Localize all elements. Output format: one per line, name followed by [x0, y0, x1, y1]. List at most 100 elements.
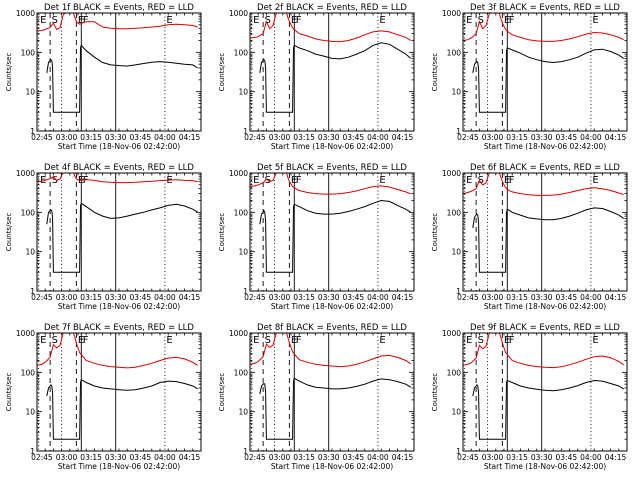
event-label-E: E	[40, 15, 46, 26]
x-tick-label: 04:15	[605, 293, 627, 302]
x-axis-label: Start Time (18-Nov-06 02:42:00)	[58, 302, 180, 311]
series-lld-line	[37, 173, 198, 184]
y-tick-label: 1000	[442, 169, 461, 178]
event-label-S: S	[478, 15, 484, 26]
event-label-F: F	[509, 175, 515, 186]
series-lld-line	[463, 333, 624, 369]
series-events-line	[259, 199, 411, 273]
panel-title: Det 8f BLACK = Events, RED = LLD	[257, 323, 407, 333]
x-tick-label: 04:00	[367, 293, 389, 302]
series-lld-line	[250, 173, 411, 195]
x-tick-label: 03:15	[80, 453, 102, 462]
y-tick-label: 1	[243, 447, 248, 456]
x-tick-label: 03:45	[343, 133, 365, 142]
x-tick-label: 03:45	[130, 293, 152, 302]
event-label-F: F	[83, 335, 89, 346]
x-tick-label: 02:45	[457, 133, 479, 142]
y-tick-label: 10	[451, 248, 461, 257]
y-axis-label: Counts/sec	[218, 373, 226, 412]
event-label-F: F	[509, 335, 515, 346]
x-tick-label: 04:00	[580, 453, 602, 462]
x-tick-label: 04:00	[367, 133, 389, 142]
event-label-E: E	[253, 335, 259, 346]
y-tick-label: 100	[234, 48, 249, 57]
y-tick-label: 1	[30, 287, 35, 296]
y-axis-label: Counts/sec	[431, 53, 439, 92]
x-axis-label: Start Time (18-Nov-06 02:42:00)	[58, 142, 180, 151]
x-tick-label: 03:30	[318, 453, 340, 462]
x-tick-label: 03:00	[482, 453, 504, 462]
x-tick-label: 04:15	[392, 293, 414, 302]
event-label-E: E	[592, 335, 598, 346]
x-tick-label: 04:15	[605, 133, 627, 142]
y-tick-label: 100	[447, 368, 462, 377]
event-label-F: F	[83, 15, 89, 26]
y-tick-label: 10	[25, 408, 35, 417]
panel-title: Det 6f BLACK = Events, RED = LLD	[470, 163, 620, 173]
series-lld-line	[37, 13, 198, 32]
y-tick-label: 1	[243, 127, 248, 136]
x-tick-label: 04:15	[179, 453, 201, 462]
x-tick-label: 03:30	[531, 293, 553, 302]
event-label-F: F	[296, 335, 302, 346]
series-events-line	[46, 202, 198, 273]
x-tick-label: 04:00	[580, 133, 602, 142]
event-label-S: S	[265, 335, 271, 346]
event-label-E: E	[466, 15, 472, 26]
x-tick-label: 04:15	[179, 293, 201, 302]
y-tick-label: 100	[21, 48, 36, 57]
x-tick-label: 03:15	[293, 453, 315, 462]
panel-9: Det 9f BLACK = Events, RED = LLDESEFE110…	[431, 323, 628, 471]
y-tick-label: 1000	[16, 329, 35, 338]
event-label-F: F	[83, 175, 89, 186]
y-axis-label: Counts/sec	[5, 213, 13, 252]
x-tick-label: 02:45	[244, 453, 266, 462]
series-lld-line	[37, 333, 198, 369]
event-label-E: E	[40, 335, 46, 346]
series-events-line	[472, 207, 624, 273]
event-label-E: E	[253, 175, 259, 186]
panel-2: Det 2f BLACK = Events, RED = LLDESEFE110…	[218, 3, 415, 151]
x-tick-label: 03:30	[531, 133, 553, 142]
x-axis-label: Start Time (18-Nov-06 02:42:00)	[271, 302, 393, 311]
x-tick-label: 03:30	[318, 293, 340, 302]
event-label-F: F	[296, 175, 302, 186]
x-tick-label: 03:45	[343, 293, 365, 302]
event-label-E: E	[253, 15, 259, 26]
x-tick-label: 03:00	[269, 133, 291, 142]
y-tick-label: 100	[21, 208, 36, 217]
x-tick-label: 02:45	[244, 133, 266, 142]
event-label-E: E	[379, 15, 385, 26]
x-tick-label: 03:00	[269, 293, 291, 302]
x-tick-label: 03:00	[56, 133, 78, 142]
x-tick-label: 04:00	[367, 453, 389, 462]
series-events-line	[46, 378, 198, 440]
x-tick-label: 04:00	[580, 293, 602, 302]
x-axis-label: Start Time (18-Nov-06 02:42:00)	[58, 462, 180, 471]
event-label-E: E	[166, 15, 172, 26]
y-tick-label: 1000	[442, 329, 461, 338]
y-tick-label: 100	[234, 368, 249, 377]
x-tick-label: 03:15	[80, 133, 102, 142]
x-tick-label: 02:45	[31, 453, 53, 462]
y-tick-label: 10	[238, 88, 248, 97]
panel-title: Det 4f BLACK = Events, RED = LLD	[44, 163, 194, 173]
event-label-S: S	[265, 15, 271, 26]
event-label-E: E	[592, 175, 598, 186]
x-tick-label: 02:45	[31, 293, 53, 302]
x-tick-label: 03:15	[80, 293, 102, 302]
y-tick-label: 100	[447, 208, 462, 217]
y-tick-label: 1000	[229, 9, 248, 18]
y-tick-label: 1	[456, 447, 461, 456]
x-tick-label: 04:15	[179, 133, 201, 142]
y-tick-label: 10	[451, 88, 461, 97]
event-label-E: E	[379, 335, 385, 346]
event-label-E: E	[166, 335, 172, 346]
x-tick-label: 03:45	[556, 293, 578, 302]
panel-title: Det 7f BLACK = Events, RED = LLD	[44, 323, 194, 333]
y-tick-label: 100	[234, 208, 249, 217]
y-tick-label: 10	[238, 248, 248, 257]
x-tick-label: 04:15	[392, 133, 414, 142]
x-axis-label: Start Time (18-Nov-06 02:42:00)	[484, 302, 606, 311]
